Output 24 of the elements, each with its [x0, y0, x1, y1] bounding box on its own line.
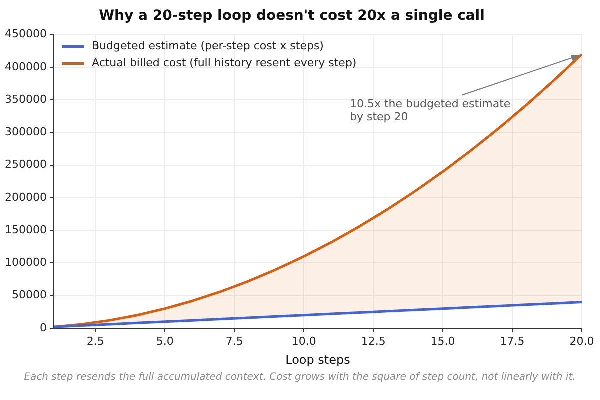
y-tick-label: 350000 [4, 92, 47, 106]
x-tick-label: 15.0 [430, 334, 456, 348]
x-tick-label: 10.0 [292, 334, 316, 348]
x-tick-label: 7.5 [226, 334, 244, 348]
legend-label: Budgeted estimate (per-step cost x steps) [92, 40, 324, 53]
y-tick-label: 50000 [12, 288, 47, 302]
y-tick-label: 400000 [4, 60, 47, 74]
y-tick-label: 300000 [4, 126, 47, 139]
y-tick-label: 150000 [4, 223, 47, 236]
y-tick-label: 100000 [4, 256, 47, 270]
y-tick-label: 0 [40, 321, 47, 334]
legend-label: Actual billed cost (full history resent every step) [92, 56, 357, 70]
x-tick-label: 5.0 [156, 334, 174, 348]
text: Each step resends the full accumulated context. Cost grows with the square of step count, not linearly with it. [23, 372, 577, 383]
chart-title: Why a 20-step loop doesn't cost 20x a single call [99, 8, 485, 24]
x-tick-label: 2.5 [86, 334, 104, 348]
y-tick-label: 200000 [4, 190, 47, 204]
x-axis-title: Loop steps [286, 352, 350, 367]
x-tick-label: 20.0 [570, 334, 594, 348]
x-tick-label: 17.5 [500, 334, 525, 348]
annotation: 10.5x the budgeted estimate by step 20 [350, 98, 511, 124]
x-tick-label: 12.5 [361, 334, 386, 348]
y-tick-label: 250000 [4, 158, 47, 172]
y-tick-label: 450000 [4, 28, 47, 41]
